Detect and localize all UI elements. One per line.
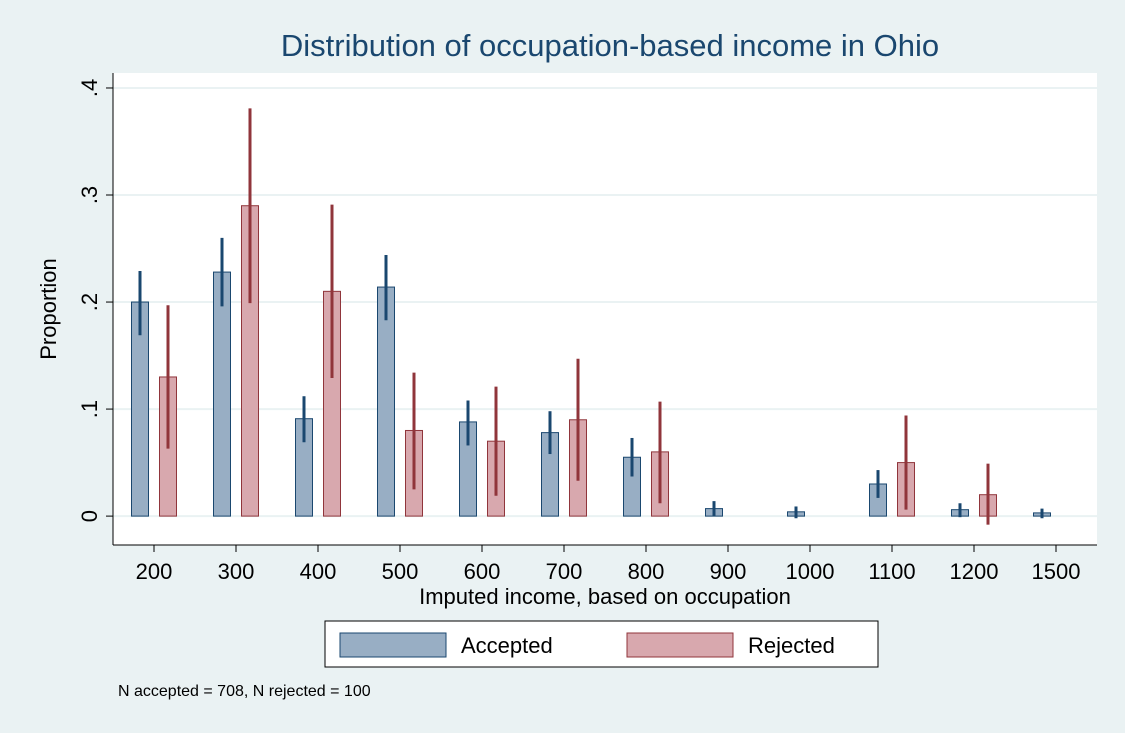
x-tick-label: 1000 [786, 559, 835, 584]
y-tick-label: .1 [77, 400, 102, 418]
legend-label: Rejected [748, 633, 835, 658]
x-tick-label: 1100 [868, 559, 915, 584]
x-axis-title: Imputed income, based on occupation [419, 584, 791, 609]
x-tick-label: 200 [136, 559, 173, 584]
legend-label: Accepted [461, 633, 553, 658]
x-tick-label: 1200 [950, 559, 999, 584]
bar [377, 286, 395, 517]
x-tick-label: 1500 [1032, 559, 1081, 584]
y-tick-label: .2 [77, 293, 102, 311]
x-tick-label: 600 [464, 559, 501, 584]
x-tick-label: 700 [546, 559, 583, 584]
x-tick-label: 500 [382, 559, 419, 584]
x-tick-label: 400 [300, 559, 337, 584]
bar [213, 271, 231, 517]
y-tick-label: .4 [77, 79, 102, 97]
y-axis-title: Proportion [36, 258, 61, 360]
legend-swatch [626, 632, 734, 658]
plot-area [113, 73, 1097, 545]
y-tick-label: 0 [77, 510, 102, 522]
y-tick-label: .3 [77, 186, 102, 204]
x-tick-label: 800 [628, 559, 665, 584]
x-tick-label: 300 [218, 559, 255, 584]
note: N accepted = 708, N rejected = 100 [118, 683, 371, 700]
legend-swatch [339, 632, 447, 658]
x-tick-label: 900 [710, 559, 747, 584]
chart-title: Distribution of occupation-based income … [281, 28, 939, 63]
